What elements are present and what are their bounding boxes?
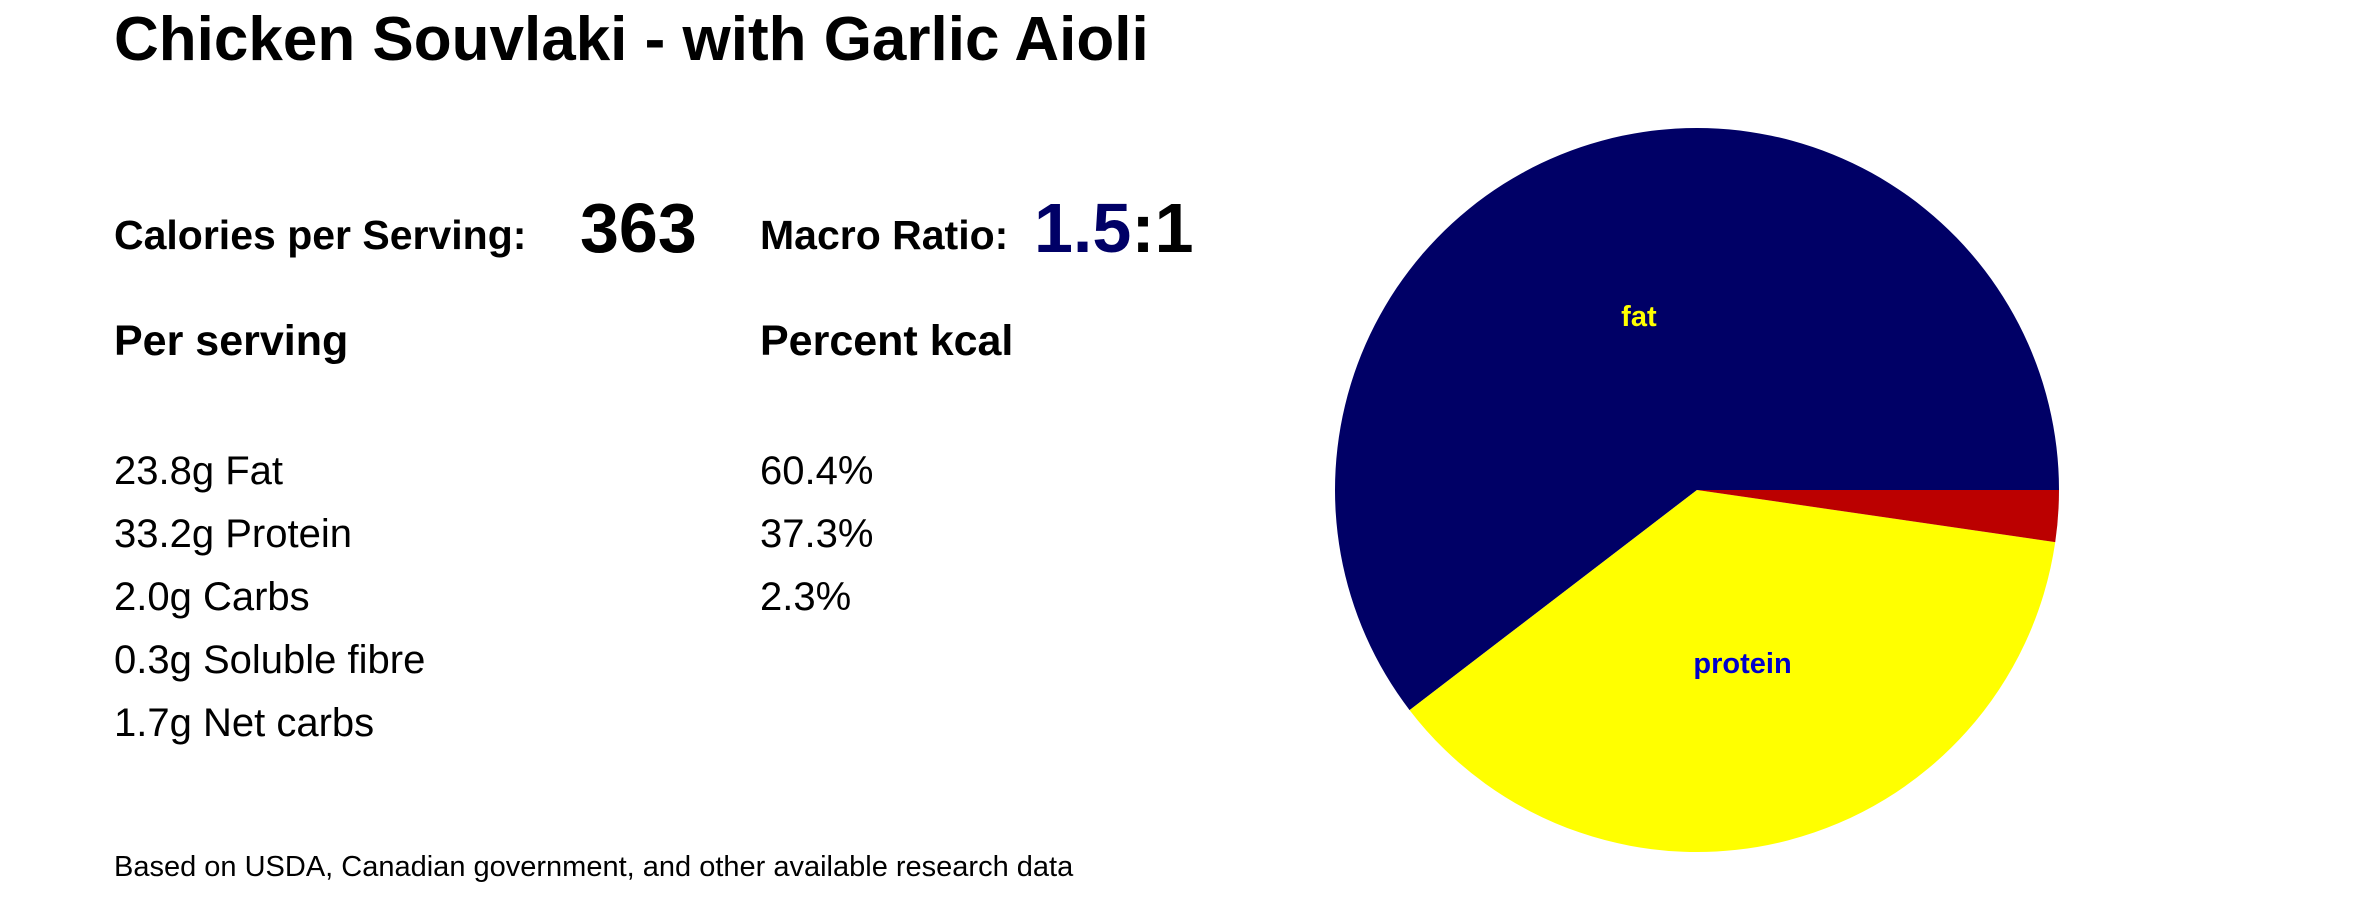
pie-label-protein: protein	[1693, 648, 1791, 680]
percent-kcal-list: 60.4% 37.3% 2.3%	[760, 440, 873, 629]
nutrient-carbs: 2.0g Carbs	[114, 575, 310, 619]
nutrient-list: 23.8g Fat 33.2g Protein 2.0g Carbs 0.3g …	[114, 440, 425, 755]
nutrient-net-carbs: 1.7g Net carbs	[114, 701, 375, 745]
macro-ratio-number: 1.5	[1034, 189, 1132, 267]
nutrient-protein: 33.2g Protein	[114, 512, 352, 556]
nutrient-soluble-fibre: 0.3g Soluble fibre	[114, 638, 426, 682]
percent-carbs: 2.3%	[760, 575, 852, 619]
pie-slice-carbs	[1697, 490, 2059, 543]
source-note: Based on USDA, Canadian government, and …	[114, 851, 1074, 883]
macro-ratio-suffix: :1	[1131, 189, 1194, 267]
macro-ratio-value: 1.5:1	[1034, 188, 1194, 268]
percent-fat: 60.4%	[760, 449, 874, 493]
recipe-title: Chicken Souvlaki - with Garlic Aioli	[114, 5, 1149, 74]
per-serving-heading: Per serving	[114, 317, 349, 365]
pie-slice-fat	[1335, 128, 2059, 711]
percent-kcal-heading: Percent kcal	[760, 317, 1014, 365]
calories-label: Calories per Serving:	[114, 212, 527, 258]
percent-protein: 37.3%	[760, 512, 874, 556]
nutrient-fat: 23.8g Fat	[114, 449, 284, 493]
pie-label-fat: fat	[1621, 301, 1657, 333]
pie-slice-protein	[1409, 490, 2056, 853]
macro-ratio-label: Macro Ratio:	[760, 212, 1009, 258]
calories-value: 363	[580, 189, 697, 267]
macro-pie-chart: fat protein	[1335, 128, 2059, 853]
